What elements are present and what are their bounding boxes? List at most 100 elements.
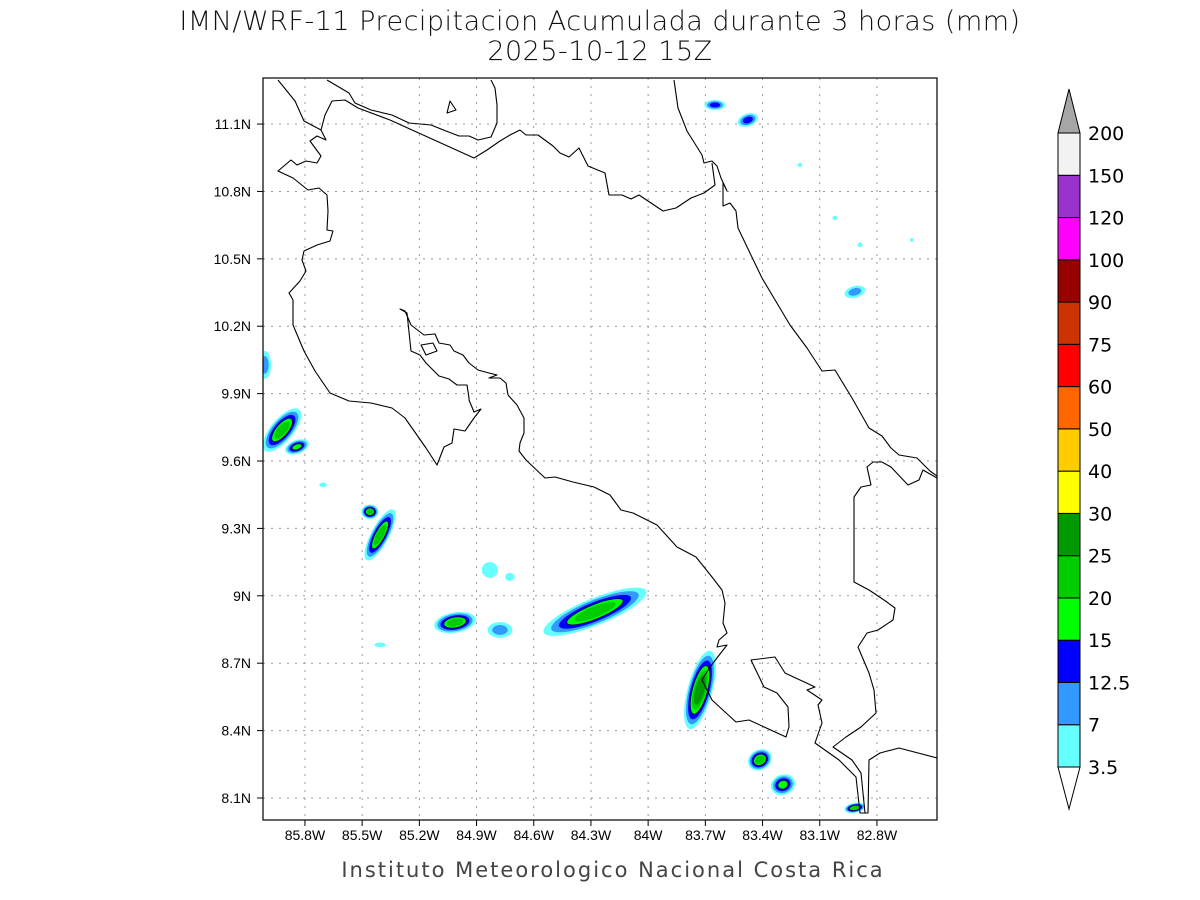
lon-tick-label: 83.7W xyxy=(685,827,726,843)
lat-tick-label: 8.1N xyxy=(221,790,251,806)
lat-tick-label: 9.6N xyxy=(221,453,251,469)
precip-contour-level-3-5 xyxy=(481,562,498,578)
axis-tick-labels: 85.8W 85.5W 85.2W 84.9W 84.6W 84.3W 84W 83.7W 83… xyxy=(214,116,898,843)
colorbar-label: 60 xyxy=(1088,377,1112,399)
map-title: IMN/WRF-11 Precipitacion Acumulada duran… xyxy=(179,6,1020,37)
precip-contour-level-3-5 xyxy=(319,482,327,488)
precip-contour-level-20 xyxy=(574,602,616,622)
lat-tick-label: 8.7N xyxy=(221,655,251,671)
precip-contour-level-3-5 xyxy=(797,162,803,168)
precipitation-cells xyxy=(263,100,914,814)
precip-cell xyxy=(374,642,386,648)
coastlines xyxy=(277,79,937,814)
colorbar-under-triangle xyxy=(1057,766,1081,811)
precip-contour-level-3-5 xyxy=(832,215,838,221)
colorbar-label: 25 xyxy=(1088,546,1112,568)
precip-cell xyxy=(844,285,866,299)
colorbar-swatch xyxy=(1057,259,1081,303)
lat-tick-label: 9.9N xyxy=(221,386,251,402)
precip-contour-level-15 xyxy=(777,779,789,790)
lon-tick-label: 83.4W xyxy=(742,827,783,843)
precip-cell xyxy=(505,572,515,581)
precip-contour-level-3-5 xyxy=(909,238,914,242)
precip-contour-level-7 xyxy=(263,356,269,374)
map-subtitle-date: 2025-10-12 15Z xyxy=(487,36,712,67)
lon-tick-label: 84.6W xyxy=(514,827,555,843)
precip-contour-level-20 xyxy=(366,508,374,515)
colorbar-swatch xyxy=(1057,470,1081,514)
colorbar-label: 20 xyxy=(1088,588,1112,610)
precip-cell xyxy=(263,408,302,452)
precip-cell xyxy=(481,562,498,578)
colorbar-swatch xyxy=(1057,597,1081,641)
precip-cell xyxy=(364,509,396,561)
colorbar-over-triangle xyxy=(1057,88,1081,134)
colorbar-swatch xyxy=(1057,174,1081,219)
colorbar-swatch xyxy=(1057,512,1081,557)
lon-tick-label: 84.3W xyxy=(571,827,612,843)
lat-tick-label: 8.4N xyxy=(221,723,251,739)
caribbean-coastline xyxy=(673,79,937,477)
lon-tick-label: 85.2W xyxy=(399,827,440,843)
precip-cell xyxy=(857,242,863,248)
lon-tick-label: 85.5W xyxy=(342,827,383,843)
lat-tick-label: 9.3N xyxy=(221,520,251,536)
precip-contour-level-12-5 xyxy=(742,116,753,124)
colorbar-label: 3.5 xyxy=(1088,757,1118,779)
colorbar-label: 100 xyxy=(1088,250,1124,272)
lake-nicaragua-shore xyxy=(326,79,498,141)
precip-contour-level-15 xyxy=(291,442,303,451)
colorbar-label: 90 xyxy=(1088,292,1112,314)
colorbar-swatch xyxy=(1057,301,1081,345)
pacific-coastline xyxy=(277,79,937,814)
colorbar-label: 150 xyxy=(1088,165,1124,187)
colorbar-label: 15 xyxy=(1088,630,1112,652)
map-gridlines xyxy=(263,78,937,820)
precip-cell xyxy=(748,749,772,771)
lat-tick-label: 10.5N xyxy=(214,251,251,267)
colorbar-swatch xyxy=(1057,217,1081,261)
lat-tick-label: 9N xyxy=(233,588,251,604)
colorbar-swatch xyxy=(1057,639,1081,683)
map-frame xyxy=(262,77,938,821)
precip-cell xyxy=(285,439,309,455)
footer-credit: Instituto Meteorologico Nacional Costa R… xyxy=(341,858,884,882)
precip-cell xyxy=(797,162,803,168)
colorbar-label: 75 xyxy=(1088,334,1112,356)
precip-cell xyxy=(832,215,838,221)
gulf-island xyxy=(420,342,438,356)
nicaragua-border xyxy=(320,99,716,212)
precip-contour-level-20 xyxy=(850,805,859,810)
lon-tick-label: 84.9W xyxy=(456,827,497,843)
precip-contour-level-7 xyxy=(848,287,862,296)
precip-contour-level-20 xyxy=(274,421,290,439)
lat-tick-label: 10.8N xyxy=(214,183,251,199)
colorbar-swatch xyxy=(1057,681,1081,726)
precip-contour-level-3-5 xyxy=(374,642,386,648)
precip-cell xyxy=(909,238,914,242)
colorbar-label: 120 xyxy=(1088,208,1124,230)
colorbar-legend: 3.5 7 12.5 15 20 25 30 40 50 60 75 90 100 120 150 200 xyxy=(1057,88,1130,811)
colorbar-label: 50 xyxy=(1088,419,1112,441)
lake-island xyxy=(446,100,457,114)
precip-cell xyxy=(770,774,796,796)
precip-contour-level-12-5 xyxy=(709,102,721,108)
precip-cell xyxy=(737,113,758,127)
colorbar-swatch xyxy=(1057,386,1081,430)
precip-cell xyxy=(704,100,726,110)
colorbar-swatch xyxy=(1057,555,1081,599)
colorbar-swatch xyxy=(1057,724,1081,768)
precip-cell xyxy=(487,622,513,638)
precip-cell xyxy=(319,482,327,488)
precip-cell xyxy=(361,504,379,519)
colorbar-swatch xyxy=(1057,343,1081,388)
precip-contour-level-20 xyxy=(755,755,765,765)
colorbar-label: 200 xyxy=(1088,123,1124,145)
precip-contour-level-3-5 xyxy=(505,572,515,581)
colorbar-label: 40 xyxy=(1088,461,1112,483)
colorbar-label: 7 xyxy=(1088,715,1100,737)
precip-contour-level-7 xyxy=(492,625,508,635)
precip-cell xyxy=(543,587,647,636)
colorbar-label: 12.5 xyxy=(1088,672,1130,694)
